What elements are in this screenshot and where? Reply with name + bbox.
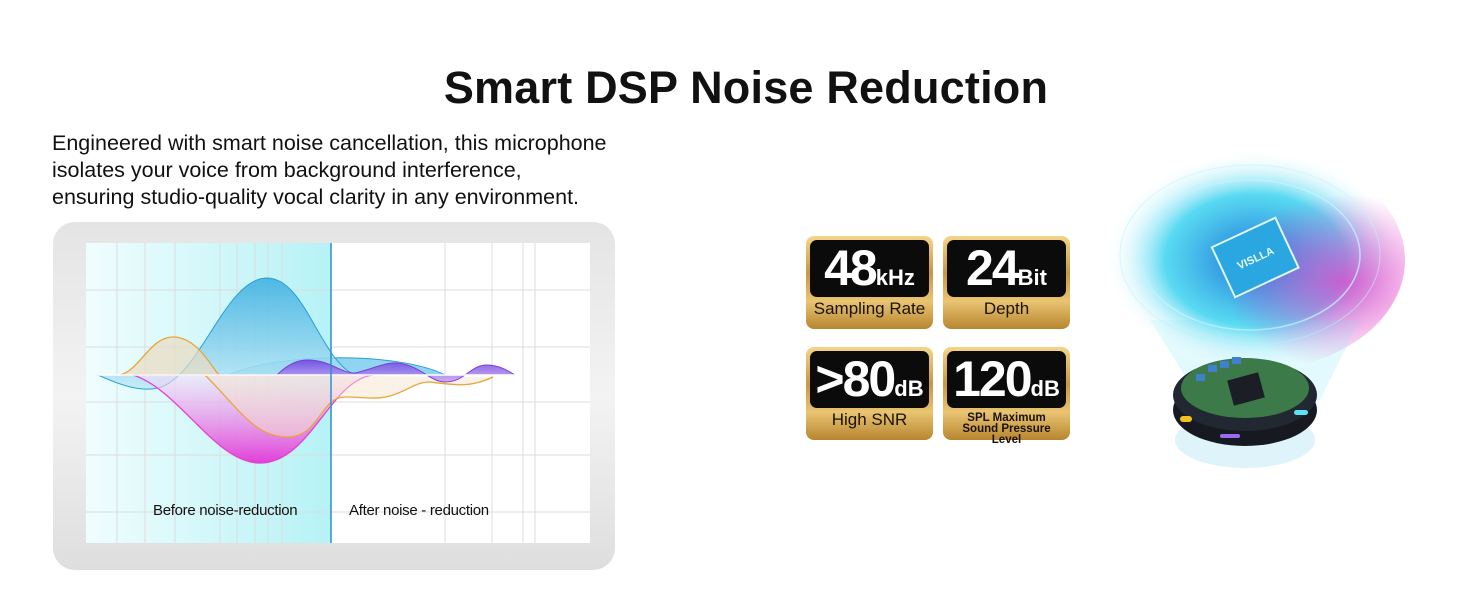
badge-value-box: 24Bit: [947, 240, 1066, 297]
badge-snr: >80dB High SNR: [806, 347, 933, 440]
description-line: Engineered with smart noise cancellation…: [52, 131, 607, 155]
badge-unit: kHz: [875, 265, 915, 290]
description-line: ensuring studio-quality vocal clarity in…: [52, 185, 580, 209]
page-title: Smart DSP Noise Reduction: [443, 62, 1049, 113]
module-led-cyan: [1294, 410, 1308, 415]
before-label: Before noise-reduction: [153, 502, 298, 519]
module-component: [1208, 365, 1217, 372]
waveform-graphic: [86, 243, 590, 543]
module-chip: [1227, 372, 1265, 406]
orange-wave-hump: [119, 336, 221, 376]
badge-value: 120: [953, 351, 1032, 407]
badge-value: >80: [815, 351, 896, 407]
after-label: After noise - reduction: [349, 502, 489, 519]
module-led-yellow: [1180, 416, 1192, 422]
badge-value-box: 120dB: [947, 351, 1066, 408]
badge-sampling-rate: 48kHz Sampling Rate: [806, 236, 933, 329]
description: Engineered with smart noise cancellation…: [52, 130, 607, 211]
module-component: [1220, 361, 1229, 368]
badge-unit: Bit: [1017, 265, 1047, 290]
badge-unit: dB: [1030, 376, 1060, 401]
badge-value: 24: [966, 240, 1020, 296]
badge-value: 48: [824, 240, 878, 296]
badge-caption: Depth: [983, 299, 1030, 318]
description-line: isolates your voice from background inte…: [52, 158, 522, 182]
badge-caption: SPL Maximum Sound Pressure Level: [962, 412, 1051, 446]
module-component: [1232, 357, 1241, 364]
chip-graphic: VISLLA: [1105, 150, 1405, 468]
badge-value-box: 48kHz: [810, 240, 929, 297]
badge-bit-depth: 24Bit Depth: [943, 236, 1070, 329]
dsp-chip-illustration: VISLLA: [1080, 140, 1464, 520]
module-component: [1196, 374, 1205, 381]
badge-unit: dB: [894, 376, 924, 401]
purple-wave: [275, 359, 517, 383]
badge-caption: Sampling Rate: [813, 299, 926, 318]
module-led-purple: [1220, 434, 1240, 438]
badge-value-box: >80dB: [810, 351, 929, 408]
badge-caption: High SNR: [831, 410, 908, 429]
hologram-chip: [1210, 216, 1300, 299]
blue-wave-peak: [97, 277, 356, 390]
badge-spl: 120dB SPL Maximum Sound Pressure Level: [943, 347, 1070, 446]
orange-wave-tail: [204, 374, 494, 438]
waveform-plot: Before noise-reduction After noise - red…: [86, 243, 590, 543]
